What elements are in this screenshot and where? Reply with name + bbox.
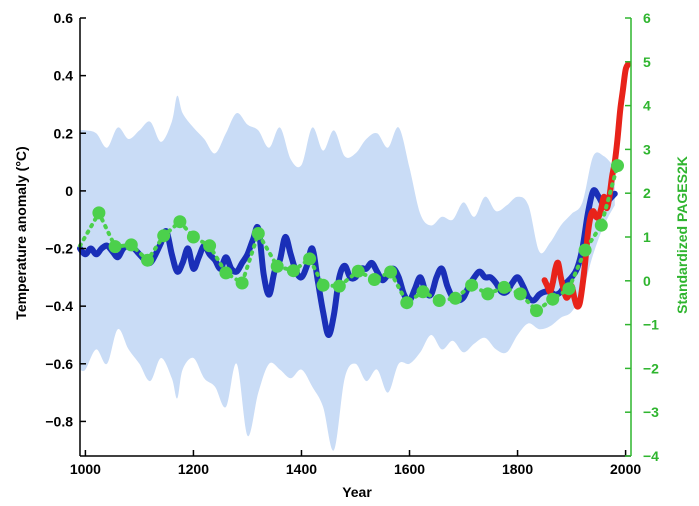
y-axis-label: Temperature anomaly (°C) [13,146,29,319]
y2-tick-label: 3 [643,141,651,157]
pages2k-point [578,243,592,257]
y-tick-label: −0.2 [45,241,73,257]
pages2k-point [251,227,265,240]
x-tick-label: 1200 [178,461,209,477]
y2-tick-label: −4 [643,448,659,464]
y-tick-label: −0.4 [45,298,73,314]
pages2k-point [203,239,217,253]
pages2k-point [157,229,171,243]
y2-tick-label: −1 [643,317,659,333]
pages2k-point [562,282,576,296]
x-tick-label: 2000 [610,461,641,477]
y2-tick-label: 1 [643,229,651,245]
y2-tick-label: 6 [643,10,651,26]
y-tick-label: −0.8 [45,413,73,429]
pages2k-point [400,296,414,310]
pages2k-point [611,159,624,173]
y-tick-label: 0 [65,183,73,199]
y2-tick-label: 0 [643,273,651,289]
pages2k-points [92,159,624,318]
pages2k-point [497,280,511,294]
axes: 1000 1200 1400 1600 1800 2000 0.6 0.4 0.2 0 −0.2 −… [45,10,659,477]
x-tick-label: 1400 [286,461,317,477]
pages2k-point [594,218,608,232]
y-tick-label: 0.4 [54,68,74,84]
pages2k-point [448,291,462,305]
pages2k-point [367,273,381,286]
y2-tick-label: −2 [643,360,659,376]
pages2k-point [316,278,330,292]
y-tick-label: 0.2 [54,125,74,141]
y-tick-label: 0.6 [54,10,74,26]
right-axis-label: Standardized PAGES2K [674,156,690,314]
pages2k-point [219,266,233,280]
y2-tick-label: −3 [643,404,659,420]
pages2k-point [465,278,479,292]
pages2k-point [513,287,527,301]
x-ticks: 1000 1200 1400 1600 1800 2000 [70,450,641,477]
pages2k-point [416,285,430,299]
y2-tick-label: 5 [643,54,651,70]
pages2k-point [108,240,122,254]
pages2k-point [384,265,398,279]
pages2k-point [303,252,317,266]
pages2k-point [481,287,495,301]
pages2k-point [173,215,187,229]
pages2k-point [332,279,346,293]
y-ticks: 0.6 0.4 0.2 0 −0.2 −0.4 −0.6 −0.8 [45,10,86,429]
pages2k-point [141,253,154,267]
y-tick-label: −0.6 [45,356,73,372]
pages2k-point [186,230,200,244]
pages2k-point [286,264,300,278]
pages2k-point [530,304,543,318]
y2-tick-label: 4 [643,98,651,114]
pages2k-point [124,238,138,252]
y2-ticks: 6 5 4 3 2 1 0 −1 −2 −3 −4 [625,10,659,464]
pages2k-point [432,294,446,307]
pages2k-point [351,264,365,278]
pages2k-dotted-line [78,163,620,314]
pages2k-point [92,206,106,220]
x-tick-label: 1800 [502,461,533,477]
pages2k-point [546,292,560,306]
y2-tick-label: 2 [643,185,651,201]
x-tick-label: 1000 [70,461,101,477]
pages2k-point [270,259,284,273]
plot-area [77,61,632,451]
pages2k-point [235,276,249,290]
x-tick-label: 1600 [394,461,425,477]
x-axis-label: Year [342,484,372,500]
